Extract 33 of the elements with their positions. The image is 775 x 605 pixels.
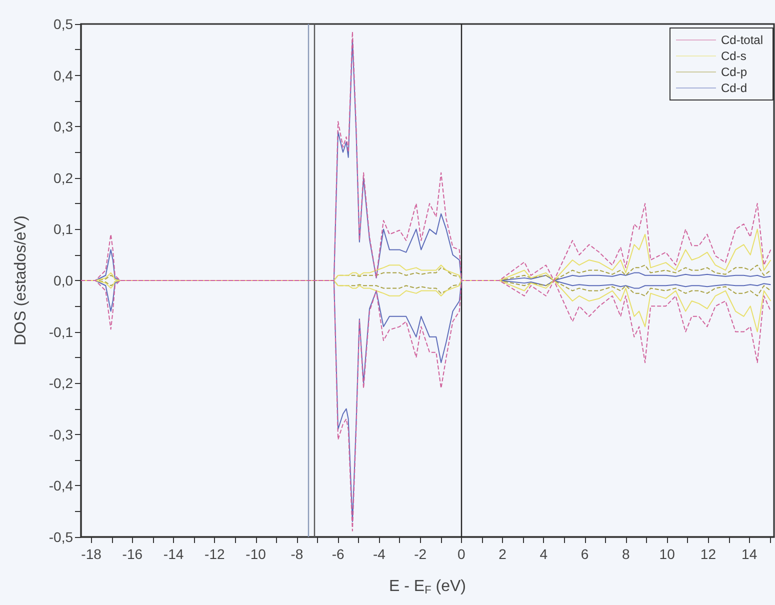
x-tick-label: 8 xyxy=(622,546,630,562)
y-tick-label: -0,5 xyxy=(48,529,74,545)
x-tick-label: -14 xyxy=(163,546,184,562)
x-tick-label: -12 xyxy=(204,546,225,562)
x-tick-label: 4 xyxy=(540,546,548,562)
x-tick-label: -6 xyxy=(332,546,344,562)
legend-label: Cd-p xyxy=(720,65,748,79)
y-tick-label: 0,1 xyxy=(54,221,74,238)
legend-label: Cd-total xyxy=(720,33,764,47)
y-tick-label: 0,5 xyxy=(54,16,74,32)
x-tick-label: -18 xyxy=(81,546,102,562)
y-tick-label: -0,3 xyxy=(48,426,74,442)
x-tick-label: 2 xyxy=(498,546,507,562)
x-tick-label: -2 xyxy=(414,546,427,562)
y-tick-label: -0,2 xyxy=(48,375,74,392)
x-tick-label: 6 xyxy=(580,546,589,562)
y-tick-label: -0,1 xyxy=(48,324,74,340)
x-tick-label: 10 xyxy=(659,546,676,562)
y-tick-label: 0,3 xyxy=(54,118,74,135)
x-tick-label: -10 xyxy=(246,546,266,562)
x-tick-label: -4 xyxy=(372,546,386,562)
x-tick-label: -8 xyxy=(290,546,304,562)
y-axis-title: DOS (estados/eV) xyxy=(12,216,30,346)
legend-label: Cd-d xyxy=(720,81,747,95)
x-tick-label: 0 xyxy=(458,546,466,562)
legend-label: Cd-s xyxy=(720,49,746,63)
y-tick-label: 0,0 xyxy=(54,272,74,288)
x-tick-label: 12 xyxy=(700,546,716,562)
y-tick-label: -0,4 xyxy=(48,478,74,494)
y-tick-label: 0,4 xyxy=(54,67,74,84)
x-tick-label: 14 xyxy=(742,546,758,562)
x-tick-label: -16 xyxy=(122,546,143,562)
y-tick-label: 0,2 xyxy=(54,170,74,186)
